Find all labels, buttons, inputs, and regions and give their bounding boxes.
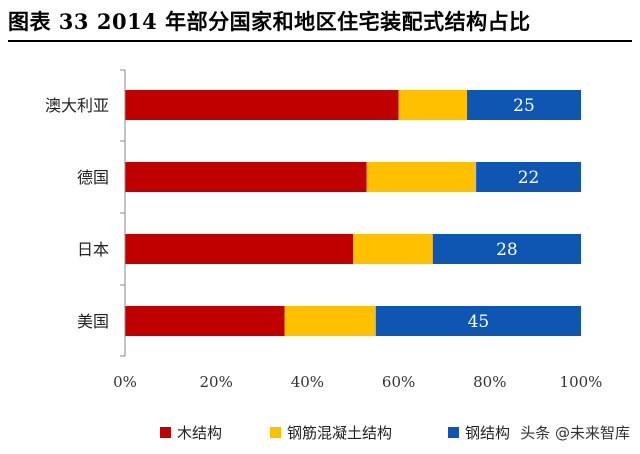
x-tick-label-5: 100% <box>560 373 603 391</box>
legend-swatch-wood <box>160 426 171 438</box>
x-tick-label-2: 40% <box>291 373 324 391</box>
legend-item-concrete: 钢筋混凝土结构 <box>270 420 392 446</box>
legend: 木结构 钢筋混凝土结构 钢结构 <box>160 420 630 446</box>
x-tick-label-4: 80% <box>473 373 506 391</box>
category-label-3: 美国 <box>77 312 109 331</box>
bar-concrete-2 <box>353 234 433 264</box>
bar-steel-0 <box>467 90 581 120</box>
bar-concrete-3 <box>284 306 376 336</box>
bar-steel-1 <box>476 162 581 192</box>
data-label-3: 45 <box>468 312 490 332</box>
data-label-2: 28 <box>496 240 518 260</box>
x-tick-label-1: 20% <box>200 373 233 391</box>
data-label-0: 25 <box>513 96 535 116</box>
bar-wood-0 <box>125 90 399 120</box>
legend-swatch-steel <box>448 426 459 438</box>
bar-steel-3 <box>375 306 581 336</box>
category-label-2: 日本 <box>77 240 109 259</box>
bar-wood-3 <box>125 306 285 336</box>
x-tick-label-0: 0% <box>113 373 137 391</box>
x-tick-label-3: 60% <box>382 373 415 391</box>
data-label-1: 22 <box>518 168 540 188</box>
bar-wood-2 <box>125 234 353 264</box>
legend-label-wood: 木结构 <box>177 424 223 442</box>
bar-concrete-1 <box>366 162 477 192</box>
bar-wood-1 <box>125 162 367 192</box>
legend-label-steel: 钢结构 <box>465 424 511 442</box>
watermark: 头条 @未来智库 <box>516 420 630 446</box>
legend-item-steel: 钢结构 <box>448 420 510 446</box>
chart-title: 图表 33 2014 年部分国家和地区住宅装配式结构占比 <box>8 9 531 34</box>
legend-item-wood: 木结构 <box>160 420 222 446</box>
bar-concrete-0 <box>398 90 467 120</box>
category-label-1: 德国 <box>77 168 109 187</box>
bar-steel-2 <box>432 234 581 264</box>
legend-swatch-concrete <box>270 426 281 438</box>
category-label-0: 澳大利亚 <box>45 96 109 115</box>
title-rule <box>8 40 632 42</box>
legend-label-concrete: 钢筋混凝土结构 <box>287 424 393 442</box>
